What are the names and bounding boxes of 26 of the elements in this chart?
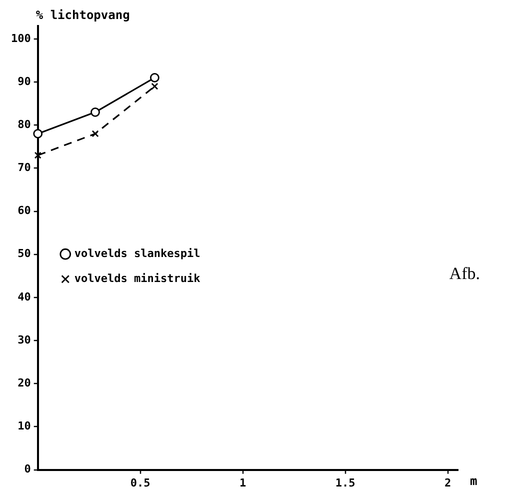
y-tick-label: 30 [18, 333, 31, 346]
point [92, 130, 99, 138]
x-axis-title: m [470, 474, 478, 488]
x-tick-label: 2 [444, 476, 452, 490]
point [33, 129, 43, 138]
legend-label: volvelds slankespil [74, 246, 200, 260]
y-tick-label: 90 [18, 74, 31, 88]
legend-label: volvelds ministruik [74, 272, 201, 285]
y-tick-label: 50 [18, 247, 31, 260]
y-axis-title: % lichtopvang [36, 8, 130, 22]
y-tick-label: 10 [18, 420, 31, 433]
y-tick-label: 100 [10, 32, 31, 45]
y-tick-label: 0 [24, 462, 31, 476]
y-tick-label: 80 [18, 118, 31, 131]
y-tick-label: 70 [18, 161, 31, 174]
point [151, 82, 158, 90]
point [34, 152, 42, 159]
x-tick-label: 1 [240, 476, 246, 490]
point [90, 107, 100, 117]
y-tick-label: 20 [18, 376, 31, 390]
x-tick-label: 1.5 [335, 476, 356, 490]
x-tick-label: 0.5 [130, 476, 150, 490]
y-tick-label: 40 [18, 290, 31, 304]
y-tick-label: 60 [18, 204, 31, 218]
annotation: Afb. [449, 264, 480, 283]
point [150, 73, 160, 82]
